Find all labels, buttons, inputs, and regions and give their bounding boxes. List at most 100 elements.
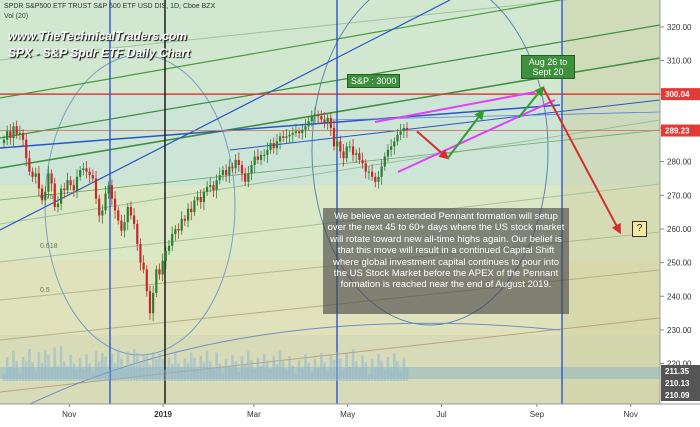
candle[interactable] [336, 137, 339, 152]
candle[interactable] [63, 182, 66, 199]
candle[interactable] [234, 154, 237, 174]
candle[interactable] [237, 152, 240, 172]
candle[interactable] [266, 142, 269, 163]
candle[interactable] [393, 137, 396, 155]
candle[interactable] [31, 167, 34, 183]
candle[interactable] [310, 110, 313, 127]
candle[interactable] [171, 226, 174, 252]
candle[interactable] [91, 169, 94, 183]
candle[interactable] [294, 123, 298, 138]
candle[interactable] [317, 110, 320, 125]
candle[interactable] [221, 165, 225, 181]
candle[interactable] [161, 253, 164, 282]
candle[interactable] [247, 165, 250, 188]
candle[interactable] [123, 214, 126, 238]
candle[interactable] [107, 181, 110, 199]
candle[interactable] [113, 191, 117, 219]
candle[interactable] [34, 167, 37, 184]
candle[interactable] [323, 112, 326, 129]
candle[interactable] [94, 171, 98, 205]
candle[interactable] [50, 169, 53, 192]
candle[interactable] [104, 186, 107, 215]
candle[interactable] [351, 139, 355, 162]
candle[interactable] [355, 149, 358, 163]
candle[interactable] [298, 127, 301, 139]
candle[interactable] [66, 172, 69, 195]
candle[interactable] [399, 123, 402, 141]
candle[interactable] [215, 174, 218, 199]
candle[interactable] [228, 159, 231, 184]
candle[interactable] [253, 150, 256, 174]
candle[interactable] [120, 214, 123, 237]
candle[interactable] [2, 135, 6, 148]
candle[interactable] [177, 223, 180, 239]
candle[interactable] [53, 177, 56, 212]
candle[interactable] [205, 181, 209, 196]
candle[interactable] [82, 162, 85, 176]
time-axis[interactable]: Nov 2019 Mar May Jul Sep Nov [62, 404, 638, 419]
candle[interactable] [139, 238, 142, 271]
candle[interactable] [186, 203, 190, 228]
candle[interactable] [18, 125, 21, 141]
candle[interactable] [218, 167, 221, 185]
candle[interactable] [367, 165, 371, 180]
candle[interactable] [361, 152, 364, 169]
candle[interactable] [390, 139, 393, 157]
candle[interactable] [307, 117, 310, 131]
candle[interactable] [282, 130, 285, 143]
candle[interactable] [69, 176, 72, 191]
candle[interactable] [212, 181, 215, 197]
candle[interactable] [155, 265, 158, 297]
candle[interactable] [342, 144, 345, 167]
candle[interactable] [269, 139, 272, 154]
candle[interactable] [183, 214, 186, 226]
candle[interactable] [9, 123, 12, 145]
candle[interactable] [47, 165, 50, 199]
candle[interactable] [110, 179, 113, 206]
candle[interactable] [88, 167, 91, 184]
candle[interactable] [85, 160, 88, 179]
candle[interactable] [380, 159, 383, 185]
candle[interactable] [304, 118, 307, 138]
candle[interactable] [405, 122, 409, 138]
candle[interactable] [12, 122, 15, 147]
candle[interactable] [145, 265, 148, 297]
candle[interactable] [345, 142, 348, 163]
candle[interactable] [386, 144, 390, 162]
candle[interactable] [326, 113, 329, 130]
candle[interactable] [164, 246, 167, 269]
candle[interactable] [231, 162, 234, 173]
candle[interactable] [44, 186, 47, 206]
candle[interactable] [202, 187, 206, 211]
candle[interactable] [25, 133, 28, 167]
candle[interactable] [75, 169, 79, 199]
candle[interactable] [28, 150, 31, 176]
candle[interactable] [383, 152, 386, 171]
candle[interactable] [174, 224, 177, 241]
candle[interactable] [60, 184, 63, 211]
candle[interactable] [15, 120, 18, 139]
candle[interactable] [6, 125, 9, 146]
candle[interactable] [402, 123, 405, 139]
candle[interactable] [332, 120, 336, 151]
candlesticks[interactable] [2, 107, 409, 322]
candle[interactable] [196, 191, 199, 206]
candle[interactable] [278, 132, 282, 150]
candle[interactable] [40, 184, 44, 205]
candle[interactable] [133, 208, 136, 230]
candle[interactable] [209, 177, 212, 193]
candle[interactable] [101, 204, 104, 224]
candle[interactable] [79, 165, 82, 181]
candle[interactable] [370, 164, 374, 181]
candle[interactable] [190, 201, 193, 221]
candle[interactable] [56, 196, 60, 213]
candle[interactable] [250, 160, 253, 181]
candle[interactable] [313, 107, 317, 123]
candle[interactable] [37, 165, 41, 197]
candle[interactable] [136, 219, 139, 251]
candle[interactable] [167, 240, 171, 255]
candle[interactable] [199, 189, 202, 209]
candle[interactable] [396, 128, 399, 146]
candle[interactable] [129, 201, 133, 220]
candle[interactable] [301, 123, 304, 140]
